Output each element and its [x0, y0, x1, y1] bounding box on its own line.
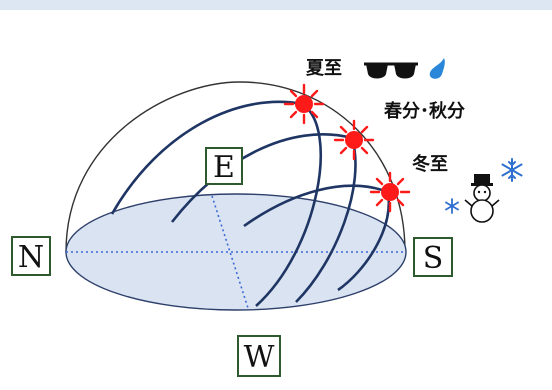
svg-text:E: E — [213, 150, 235, 185]
snowman-icon — [464, 174, 500, 223]
sun-icon — [369, 171, 411, 213]
sun-icon — [283, 83, 325, 125]
direction-label-west: W — [237, 335, 281, 377]
direction-label-north: N — [11, 236, 51, 276]
season-label-summer-solstice: 夏至 — [306, 58, 342, 79]
snowflake-icon — [445, 198, 459, 214]
snowflake-icon — [501, 158, 523, 182]
svg-text:S: S — [423, 241, 444, 276]
svg-text:W: W — [244, 340, 275, 375]
sunglasses-icon — [364, 62, 418, 79]
sweat-drop-icon — [429, 58, 445, 79]
top-bar — [0, 0, 552, 10]
sun-icon — [333, 119, 375, 161]
direction-label-east: E — [205, 147, 243, 185]
season-label-winter-solstice: 冬至 — [412, 153, 448, 175]
direction-label-south: S — [413, 237, 453, 277]
svg-text:N: N — [18, 240, 44, 275]
season-label-equinox: 春分･秋分 — [384, 100, 465, 122]
celestial-dome — [65, 81, 406, 253]
